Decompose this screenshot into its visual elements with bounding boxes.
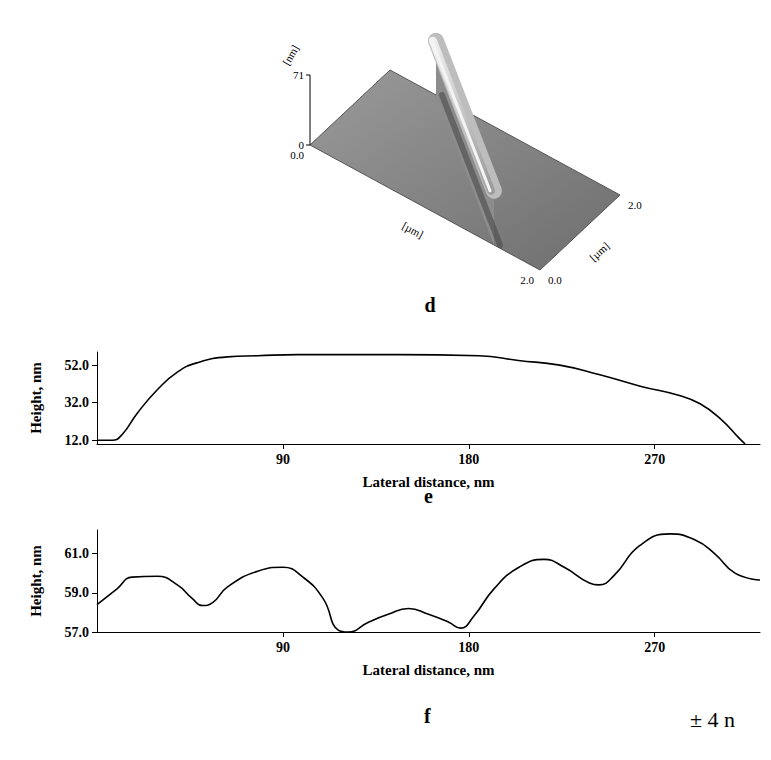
svg-text:61.0: 61.0 [65,546,90,561]
svg-text:[µm]: [µm] [400,219,425,240]
svg-text:59.0: 59.0 [65,585,90,600]
svg-text:270: 270 [644,452,665,467]
svg-text:90: 90 [276,640,290,655]
svg-text:d: d [424,294,435,316]
svg-text:0.0: 0.0 [290,149,304,161]
svg-text:e: e [424,485,433,507]
svg-text:Lateral distance, nm: Lateral distance, nm [362,474,495,490]
svg-text:52.0: 52.0 [65,358,90,373]
svg-text:2.0: 2.0 [628,199,642,211]
svg-text:Height, nm: Height, nm [28,545,44,617]
svg-text:2.0: 2.0 [520,274,534,286]
svg-text:f: f [424,705,431,727]
svg-text:32.0: 32.0 [65,395,90,410]
svg-text:90: 90 [276,452,290,467]
svg-text:[µm]: [µm] [587,240,612,264]
svg-text:270: 270 [644,640,665,655]
svg-text:180: 180 [458,640,479,655]
svg-text:0.0: 0.0 [548,274,562,286]
svg-text:Height, nm: Height, nm [28,362,44,434]
svg-text:71: 71 [293,69,304,81]
svg-text:[nm]: [nm] [280,43,301,68]
svg-text:12.0: 12.0 [65,433,90,448]
svg-text:0: 0 [299,139,305,151]
svg-text:57.0: 57.0 [65,625,90,640]
svg-text:Lateral distance, nm: Lateral distance, nm [362,662,495,678]
svg-text:180: 180 [458,452,479,467]
svg-text:± 4 n: ± 4 n [690,707,735,732]
